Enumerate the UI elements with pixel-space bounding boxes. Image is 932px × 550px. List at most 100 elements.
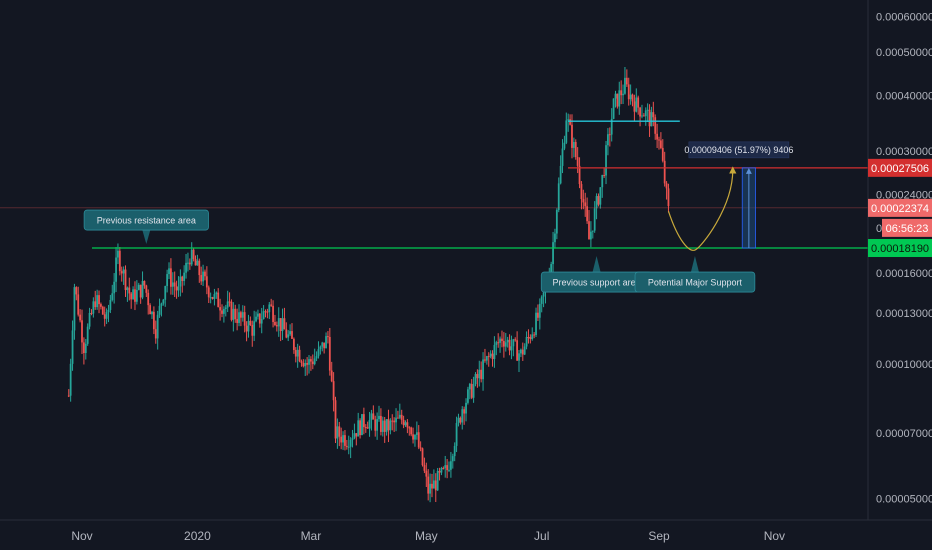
candle-body [213,294,216,299]
candle-body [249,320,252,325]
candle-body [383,420,386,432]
candle-body [100,304,102,307]
candle-body [474,374,477,385]
price-axis[interactable]: 0.00060000 0.00050000 0.00040000 0.00030000… [867,0,932,520]
candle-body [217,292,220,308]
candle-body [162,299,165,304]
candle-body [145,285,148,293]
candle-body [519,349,522,354]
candle-body [96,295,99,308]
candle-body [538,303,541,318]
candle-body [298,349,301,362]
candle-body [378,415,380,420]
candle-body [595,196,598,209]
candle-body [368,419,371,429]
candle-body [527,337,530,339]
candle-body [565,120,568,143]
candle-body [319,346,322,350]
time-axis[interactable]: Nov 2020 Mar May Jul Sep Nov [0,519,932,543]
candle-body [366,427,369,429]
callout-box[interactable] [83,209,209,231]
candle-body [340,436,343,443]
candle-body [135,289,138,302]
current-price-tag [868,198,932,217]
candle-body [92,301,95,314]
candle-body [648,109,651,127]
candle-body [614,93,617,99]
projection-path[interactable] [667,166,737,251]
candle-body [81,320,83,343]
candle-body [75,287,78,295]
candle-body [624,77,626,94]
candle-body [181,276,184,281]
candle-body [118,250,121,272]
price-tag [868,239,932,258]
candle-body [262,311,265,319]
candle-body [656,133,659,140]
candle-body [308,359,310,365]
candle-body [451,456,454,462]
candle-body [550,264,553,278]
y-tick-label: 0.00060000 [876,12,932,24]
candle-body [419,447,422,449]
candle-body [387,419,390,431]
candle-body [521,349,524,355]
price-tag [868,158,932,177]
candle-body [215,292,218,295]
candles-layer [67,66,670,503]
candle-body [417,432,420,448]
candle-body [618,90,621,107]
candle-body [120,271,123,274]
candle-body [188,262,191,265]
candle-body [425,470,428,477]
candle-body [226,301,229,308]
candle-body [362,414,365,428]
candle-body [103,314,106,319]
candle-body [578,165,581,185]
candle-body [171,282,174,287]
candle-body [196,260,199,266]
candle-body [353,433,356,439]
candle-body [637,97,640,108]
candle-body [260,318,263,324]
candle-body [77,294,80,315]
candle-body [510,346,513,351]
candle-body [616,93,619,107]
candle-body [463,409,466,414]
candle-body [535,312,537,335]
candle-body [489,353,492,357]
candle-body [313,358,316,365]
candle-body [166,274,169,287]
candle-body [323,342,326,349]
candle-body [141,281,144,298]
candle-body [665,183,668,189]
candle-body [400,414,403,420]
candle-body [485,356,488,361]
candle-body [504,342,507,347]
candle-body [440,467,443,473]
candle-body [170,268,172,287]
price-tag-label: 0.00027506 [871,163,929,175]
candle-body [230,301,233,320]
candle-body [537,312,539,318]
callout-box[interactable] [634,271,756,293]
candle-body [398,414,401,418]
candle-body [173,282,176,287]
x-tick-label: May [415,529,438,543]
candle-body [292,338,295,351]
candle-body [272,305,274,322]
candle-body [404,422,407,426]
candle-body [552,242,554,265]
candle-body [160,303,163,306]
candle-body [240,312,242,318]
candle-body [370,413,373,420]
candle-body [561,148,564,166]
candle-body [478,369,481,379]
candle-body [429,483,431,494]
candle-body [257,313,259,317]
candle-body [255,316,257,322]
candle-body [232,308,235,320]
candle-body [576,157,579,166]
